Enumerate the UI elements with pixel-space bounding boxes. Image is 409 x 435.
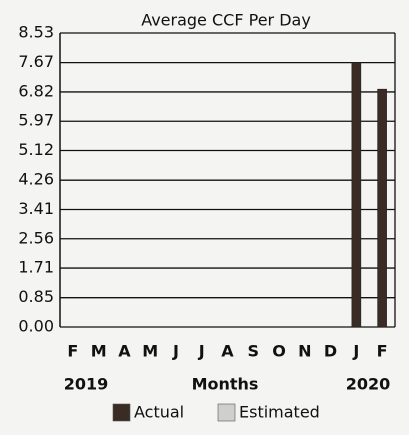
- x-tick-label: A: [118, 342, 131, 361]
- y-tick-label: 5.97: [18, 111, 54, 130]
- y-tick-label: 0.85: [18, 287, 54, 306]
- y-tick-label: 0.00: [18, 317, 54, 336]
- x-tick-label: J: [198, 342, 205, 361]
- x-tick-label: J: [172, 342, 179, 361]
- legend-label: Estimated: [239, 403, 320, 422]
- x-tick-label: M: [142, 342, 158, 361]
- x-tick-label: F: [377, 342, 388, 361]
- x-tick-label: S: [248, 342, 260, 361]
- x-tick-label: D: [324, 342, 337, 361]
- x-tick-label: O: [272, 342, 286, 361]
- x-tick-label: M: [91, 342, 107, 361]
- legend-swatch: [112, 403, 131, 422]
- x-tick-label: J: [352, 342, 359, 361]
- y-tick-label: 8.53: [18, 23, 54, 42]
- y-tick-label: 5.12: [18, 140, 54, 159]
- x-tick-label: F: [67, 342, 78, 361]
- bar: [377, 88, 387, 328]
- year-label: 2020: [346, 375, 391, 394]
- legend-label: Actual: [134, 403, 184, 422]
- year-label: 2019: [64, 375, 109, 394]
- y-tick-label: 2.56: [18, 228, 54, 247]
- chart-title: Average CCF Per Day: [141, 11, 311, 30]
- bar: [351, 62, 362, 328]
- y-tick-label: 1.71: [18, 258, 54, 277]
- x-tick-label: N: [298, 342, 311, 361]
- y-tick-label: 4.26: [18, 170, 54, 189]
- x-tick-label: A: [221, 342, 234, 361]
- legend-swatch: [217, 403, 236, 422]
- y-tick-label: 7.67: [18, 52, 54, 71]
- y-tick-label: 6.82: [18, 81, 54, 100]
- y-tick-label: 3.41: [18, 199, 54, 218]
- x-axis-label: Months: [192, 375, 259, 394]
